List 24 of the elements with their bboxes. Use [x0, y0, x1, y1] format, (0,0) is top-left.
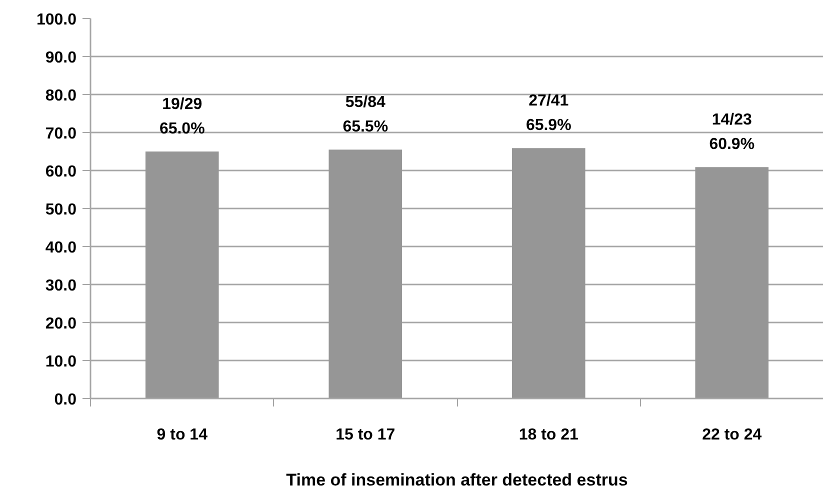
bar	[695, 167, 769, 398]
bar	[328, 150, 402, 398]
x-axis-title: Time of insemination after detected estrus	[286, 470, 628, 490]
data-label: 14/23 60.9%	[709, 111, 755, 154]
y-tick-label: 60.0	[45, 164, 77, 180]
data-label: 19/29 65.0%	[159, 96, 205, 138]
x-tick-label: 15 to 17	[336, 426, 396, 444]
x-tick-label: 18 to 21	[518, 426, 579, 444]
y-tick-label: 0.0	[54, 392, 77, 408]
x-tick-label: 22 to 24	[702, 426, 762, 444]
data-label: 55/84 65.5%	[342, 94, 388, 136]
x-tick-label: 9 to 14	[156, 426, 208, 444]
y-tick-label: 90.0	[45, 50, 77, 66]
y-tick-label: 100.0	[36, 12, 77, 28]
y-tick-label: 80.0	[45, 88, 77, 104]
bar	[145, 152, 219, 398]
y-tick-label: 70.0	[45, 126, 77, 142]
y-tick-label: 50.0	[45, 202, 77, 218]
bar	[512, 148, 586, 398]
data-label: 27/41 65.9%	[526, 92, 572, 134]
y-tick-label: 40.0	[45, 240, 77, 256]
y-tick-label: 30.0	[45, 278, 77, 294]
y-tick-label: 20.0	[45, 316, 77, 332]
y-tick-label: 10.0	[45, 354, 77, 370]
